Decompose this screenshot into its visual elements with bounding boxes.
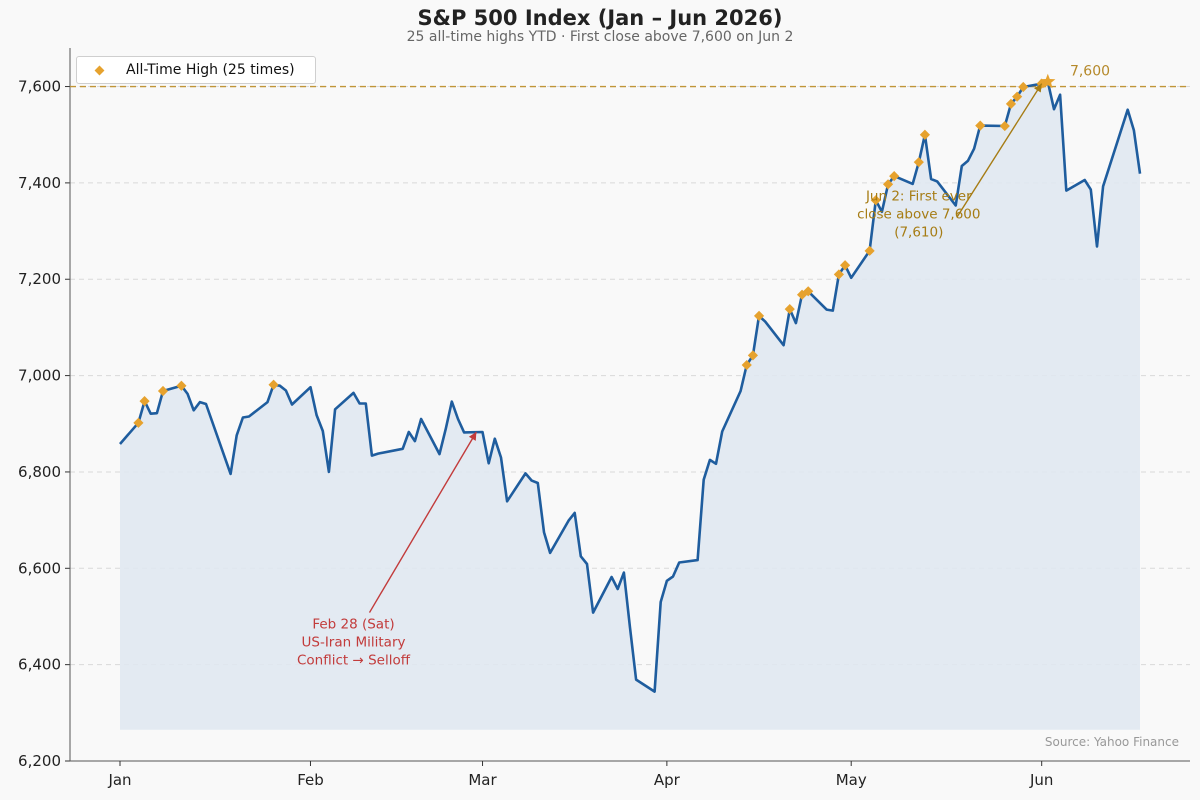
chart-legend: All-Time High (25 times) <box>76 56 316 84</box>
x-tick-label: May <box>836 771 867 789</box>
ath-marker <box>784 303 795 315</box>
y-tick-label: 6,400 <box>18 656 61 674</box>
annotation-text: Feb 28 (Sat) <box>312 617 394 633</box>
price-line <box>119 80 1142 693</box>
x-tick-label: Apr <box>654 771 681 789</box>
y-tick-label: 6,600 <box>18 559 61 577</box>
ath-marker <box>753 310 765 321</box>
y-tick-label: 7,000 <box>18 367 61 385</box>
annotation-text: close above 7,600 <box>857 206 980 222</box>
legend-diamond-icon <box>94 65 105 76</box>
ath-marker <box>919 129 931 140</box>
ath-marker <box>741 359 752 371</box>
ath-marker <box>268 379 279 390</box>
x-tick-label: Feb <box>297 771 324 789</box>
ath-marker <box>870 195 881 206</box>
chart-title: S&P 500 Index (Jan – Jun 2026) <box>417 6 783 30</box>
source-note: Source: Yahoo Finance <box>1044 735 1179 749</box>
annotation-text: Conflict → Selloff <box>297 653 411 669</box>
annotation-arrow <box>956 83 1043 218</box>
ath-marker <box>133 417 144 428</box>
ath-marker <box>176 380 187 391</box>
milestone-star <box>1040 73 1056 89</box>
annotation-arrowhead <box>468 431 477 441</box>
annotation-text: Jun 2: First ever <box>865 188 972 204</box>
legend-label: All-Time High (25 times) <box>126 62 295 78</box>
ath-marker <box>747 350 759 361</box>
y-tick-label: 6,200 <box>18 752 61 770</box>
ath-marker <box>840 260 851 271</box>
x-tick-label: Jan <box>107 771 131 789</box>
x-tick-label: Jun <box>1029 771 1053 789</box>
chart-subtitle: 25 all-time highs YTD · First close abov… <box>406 29 794 45</box>
y-tick-label: 7,600 <box>18 78 61 96</box>
ath-marker <box>139 396 150 407</box>
x-tick-label: Mar <box>468 771 497 789</box>
ath-marker <box>157 385 169 397</box>
annotation-text: US-Iran Military <box>302 635 406 651</box>
ath-marker <box>889 171 900 182</box>
y-tick-label: 6,800 <box>18 463 61 481</box>
y-tick-label: 7,400 <box>18 174 61 192</box>
y-tick-label: 7,200 <box>18 270 61 288</box>
annotation-arrow <box>368 431 477 613</box>
annotation-arrowhead <box>1034 83 1042 93</box>
area-fill <box>120 81 1140 730</box>
threshold-label: 7,600 <box>1070 64 1110 80</box>
annotation-text: (7,610) <box>894 224 943 240</box>
